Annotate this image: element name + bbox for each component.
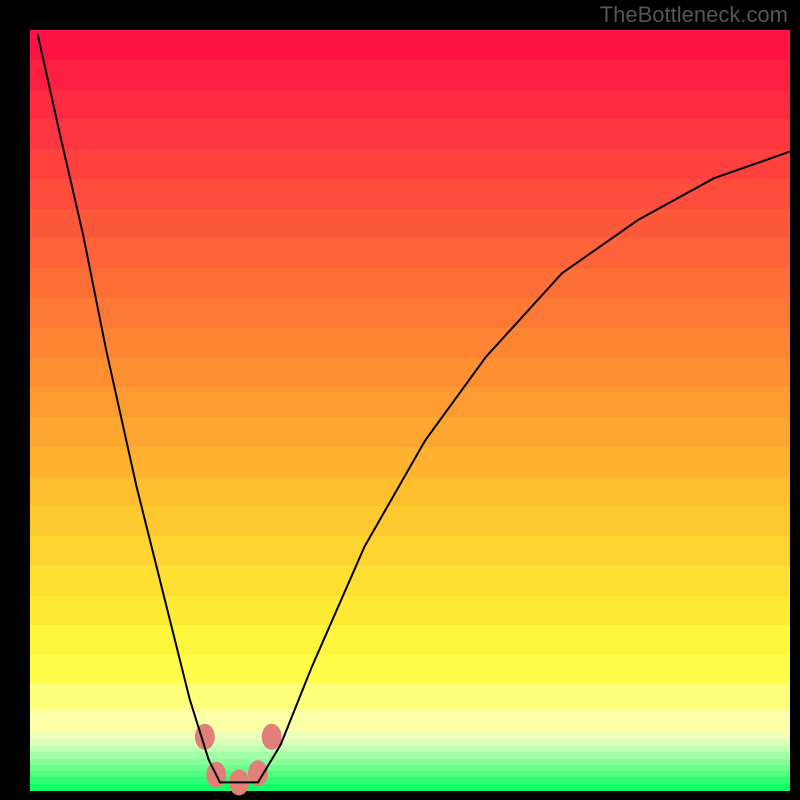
watermark-text: TheBottleneck.com xyxy=(600,2,788,28)
bottleneck-curve xyxy=(38,34,790,783)
valley-bead xyxy=(262,724,282,750)
chart-canvas: TheBottleneck.com xyxy=(0,0,800,800)
chart-overlay xyxy=(0,0,800,800)
